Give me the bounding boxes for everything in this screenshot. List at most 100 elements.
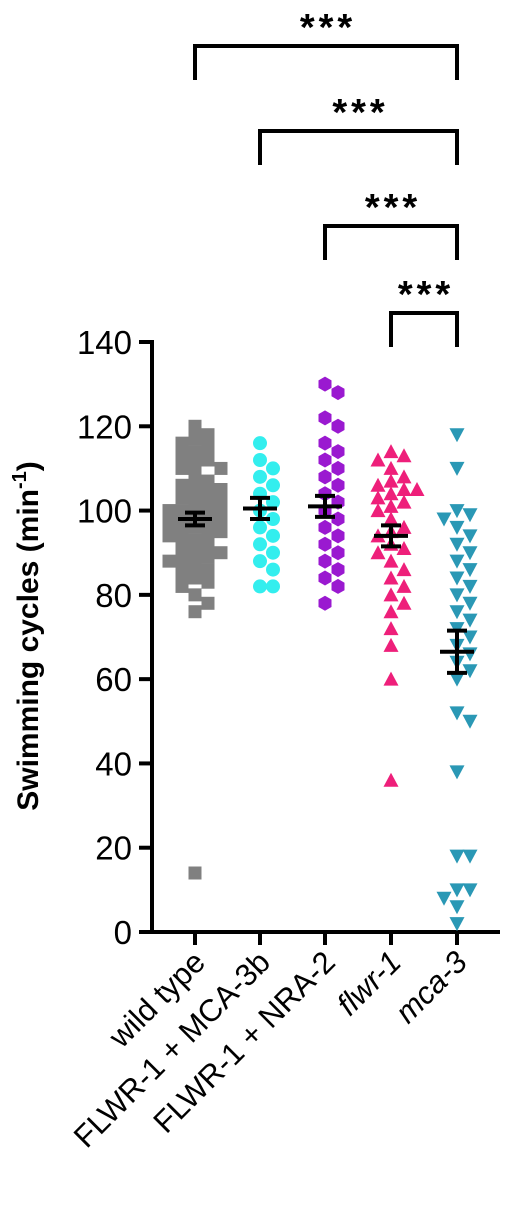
data-point (331, 444, 345, 460)
data-point (201, 428, 215, 442)
data-point (462, 579, 478, 594)
data-point (175, 579, 189, 593)
data-point (175, 567, 189, 581)
y-axis-title-superscript: -1 (9, 471, 31, 489)
data-point (188, 546, 202, 560)
data-point (331, 477, 345, 493)
data-point (266, 478, 280, 493)
data-point (462, 647, 478, 662)
data-point (188, 470, 202, 484)
data-point (331, 418, 345, 434)
data-point (409, 482, 425, 496)
data-point (383, 637, 399, 652)
data-point (449, 765, 465, 780)
data-point (188, 605, 202, 619)
significance-bracket (389, 311, 459, 347)
data-point (175, 478, 189, 492)
data-point (253, 453, 267, 467)
data-point (162, 516, 176, 530)
data-point (318, 519, 332, 535)
data-point (188, 558, 202, 572)
data-point (188, 457, 202, 471)
data-point (396, 519, 412, 534)
data-point (266, 562, 280, 577)
data-point (318, 435, 332, 451)
data-point (462, 613, 478, 628)
data-point (253, 469, 267, 484)
data-point (318, 595, 332, 611)
significance-label: *** (300, 7, 356, 49)
data-point (370, 545, 386, 560)
data-point (201, 474, 215, 488)
data-point (449, 537, 465, 552)
data-point (266, 545, 280, 560)
data-point (449, 520, 465, 535)
data-point (436, 512, 452, 527)
data-point (449, 917, 465, 932)
data-point (396, 469, 412, 484)
data-point (214, 483, 228, 496)
data-point (396, 494, 412, 509)
data-point (331, 511, 345, 527)
data-point (201, 453, 215, 467)
y-tick-label: 140 (77, 324, 132, 361)
data-point (175, 449, 189, 463)
data-point (383, 498, 399, 513)
data-point (462, 508, 478, 523)
y-tick-label: 80 (95, 577, 132, 614)
y-tick-label: 0 (114, 914, 132, 951)
data-point (370, 452, 386, 467)
data-point (214, 525, 228, 539)
data-point (188, 571, 202, 585)
data-point (188, 866, 202, 880)
data-point (162, 554, 176, 568)
data-point (253, 537, 267, 552)
data-point (396, 595, 412, 610)
data-point (396, 448, 412, 463)
y-axis: 0 20 40 60 80 100 120 140 (77, 324, 154, 951)
y-tick-label: 60 (95, 661, 132, 698)
data-point (449, 571, 465, 586)
data-point (383, 460, 399, 475)
data-point (253, 579, 267, 594)
data-point (253, 436, 267, 451)
data-point (318, 452, 332, 468)
data-point (396, 578, 412, 593)
data-point (201, 537, 215, 551)
data-point (266, 461, 280, 476)
data-point (462, 714, 478, 729)
data-point (201, 550, 215, 564)
data-point (396, 562, 412, 577)
data-point (188, 419, 202, 433)
data-point (331, 545, 345, 561)
y-tick-label: 100 (77, 493, 132, 530)
y-tick-label: 40 (95, 745, 132, 782)
data-point (462, 529, 478, 544)
data-point (318, 536, 332, 552)
data-point (188, 588, 202, 602)
data-point (449, 461, 465, 476)
data-point (175, 542, 189, 555)
data-point (331, 460, 345, 476)
data-point (383, 473, 399, 488)
data-point (370, 477, 386, 492)
data-point (449, 849, 465, 864)
data-point (266, 579, 280, 594)
data-point (383, 604, 399, 619)
significance-label: *** (365, 187, 421, 229)
data-point (383, 621, 399, 636)
data-point (188, 432, 202, 446)
significance-bracket (323, 224, 459, 260)
data-points (162, 376, 478, 932)
data-point (449, 504, 465, 519)
data-point (188, 483, 202, 496)
y-tick-label: 20 (95, 830, 132, 867)
significance-label: *** (398, 274, 454, 316)
data-point (188, 495, 202, 509)
data-point (162, 504, 176, 518)
data-point (253, 554, 267, 569)
data-point (175, 554, 189, 568)
data-point (175, 436, 189, 450)
data-point (449, 605, 465, 620)
